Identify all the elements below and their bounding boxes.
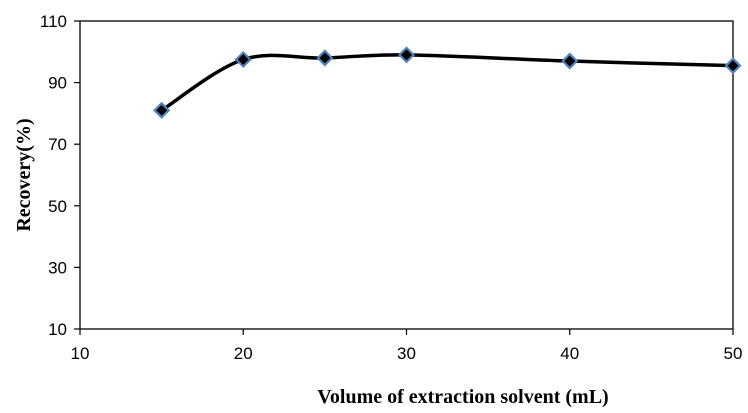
data-point [316,49,334,67]
data-point [234,50,252,69]
y-tick-label: 50 [48,197,67,216]
x-tick-label: 40 [560,344,579,363]
x-tick-label: 50 [724,344,743,363]
data-point [397,46,416,64]
y-tick-label: 110 [40,12,67,31]
axes [74,20,734,335]
x-tick-label: 20 [234,344,253,363]
y-axis-title: Recovery(%) [13,118,35,231]
series-layer [153,46,742,119]
plot-frame [79,20,734,330]
data-point [153,101,171,119]
y-tick-label: 10 [48,320,67,339]
x-tick-label: 10 [71,344,90,363]
x-tick-label: 30 [397,344,416,363]
y-tick-label: 30 [48,258,67,277]
y-tick-label: 70 [48,135,67,154]
data-point [561,52,579,70]
tick-labels: 10 20 30 40 50 10 30 50 70 90 110 [40,12,743,363]
data-point [724,57,742,75]
x-axis-title: Volume of extraction solvent (mL) [317,386,608,408]
y-tick-label: 90 [48,74,67,93]
